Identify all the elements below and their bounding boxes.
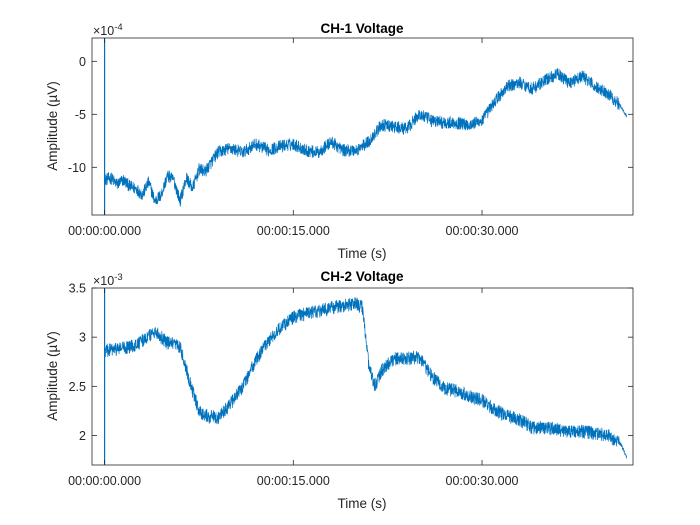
- ch1-x-axis-title: Time (s): [338, 246, 387, 261]
- y-tick-label: 3.5: [69, 282, 86, 296]
- series-line-ch1: [104, 68, 628, 207]
- ch2-voltage-panel: 00:00:00.000 00:00:15.000 00:00:30.000 3.5 3…: [45, 269, 634, 511]
- y-tick-label: -10: [68, 161, 86, 175]
- x-tick-label: 00:00:15.000: [257, 224, 330, 238]
- ch1-tick-layer: 00:00:00.000 00:00:15.000 00:00:30.000 0 -5 -…: [68, 38, 633, 238]
- x-tick-label: 00:00:15.000: [257, 474, 330, 488]
- x-tick-label: 00:00:00.000: [68, 224, 141, 238]
- ch2-plot-area: [91, 287, 634, 466]
- ch2-tick-layer: 00:00:00.000 00:00:15.000 00:00:30.000 3.5 3…: [68, 282, 633, 488]
- y-tick-label: 2.5: [69, 380, 86, 394]
- ch2-y-axis-title: Amplitude (µV): [45, 331, 60, 421]
- ch2-x-axis-title: Time (s): [338, 496, 387, 511]
- ch1-plot-area: [91, 37, 634, 216]
- y-tick-label: 3: [79, 331, 86, 345]
- ch2-title: CH-2 Voltage: [320, 269, 404, 284]
- ch1-y-exponent: ×10-4: [93, 22, 123, 38]
- y-tick-label: 0: [79, 55, 86, 69]
- ch2-series-layer: [104, 297, 628, 459]
- ch2-y-exponent: ×10-3: [93, 272, 123, 288]
- x-tick-label: 00:00:30.000: [446, 474, 519, 488]
- ch1-title: CH-1 Voltage: [320, 21, 404, 36]
- x-tick-label: 00:00:30.000: [446, 224, 519, 238]
- y-tick-label: 2: [79, 429, 86, 443]
- x-tick-label: 00:00:00.000: [68, 474, 141, 488]
- ch1-series-layer: [104, 68, 628, 207]
- ch1-voltage-panel: 00:00:00.000 00:00:15.000 00:00:30.000 0 -5 -…: [45, 21, 634, 261]
- ch1-y-axis-title: Amplitude (µV): [45, 81, 60, 171]
- series-line-ch2: [104, 297, 628, 459]
- y-tick-label: -5: [75, 108, 86, 122]
